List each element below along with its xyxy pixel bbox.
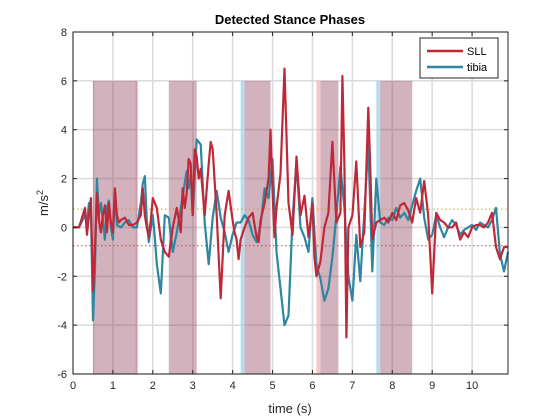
x-tick-label: 10 <box>466 380 478 392</box>
stance-phase-band <box>380 80 413 374</box>
stance-edge-band <box>376 80 381 374</box>
plot-area <box>73 32 508 374</box>
x-tick-label: 5 <box>269 380 275 392</box>
legend-label-tibia: tibia <box>467 62 488 74</box>
stance-edge-band <box>92 80 95 374</box>
plot-background <box>73 32 508 374</box>
axes-border <box>72 31 509 375</box>
y-tick-label: -2 <box>57 271 67 283</box>
y-tick-label: -6 <box>57 369 67 381</box>
x-tick-label: 7 <box>349 380 355 392</box>
y-axis-label-base: m/s <box>36 195 51 216</box>
y-tick-label: 2 <box>61 174 67 186</box>
legend-box <box>419 37 499 79</box>
series-line-sll <box>73 67 508 339</box>
axes-frame <box>72 31 509 375</box>
y-tick-label: 8 <box>61 27 67 39</box>
x-tick-label: 8 <box>389 380 395 392</box>
x-tick-label: 9 <box>429 380 435 392</box>
legend-label-sll: SLL <box>467 46 487 58</box>
y-tick-label: 4 <box>61 125 67 137</box>
y-tick-label: 0 <box>61 222 67 234</box>
y-tick-label: -4 <box>57 320 67 332</box>
x-tick-label: 6 <box>309 380 315 392</box>
x-tick-label: 3 <box>190 380 196 392</box>
legend: SLL tibia <box>419 37 499 79</box>
series-lines <box>73 67 510 339</box>
x-axis-label: time (s) <box>268 401 311 416</box>
x-tick-label: 2 <box>150 380 156 392</box>
stance-edge-band <box>316 80 321 374</box>
stance-phase-band <box>244 80 271 374</box>
x-tick-label: 1 <box>110 380 116 392</box>
y-tick-label: 6 <box>61 76 67 88</box>
x-axis-ticks: 0 1 2 3 4 5 6 7 8 9 10 <box>70 32 478 392</box>
x-tick-label: 0 <box>70 380 76 392</box>
y-axis-label-exponent: 2 <box>35 190 45 195</box>
chart-title: Detected Stance Phases <box>215 12 365 27</box>
stance-edge-band <box>240 80 245 374</box>
y-axis-ticks: -6 -4 -2 0 2 4 6 8 <box>57 27 508 381</box>
y-axis-label: m/s2 <box>35 190 51 216</box>
x-tick-label: 4 <box>230 380 236 392</box>
